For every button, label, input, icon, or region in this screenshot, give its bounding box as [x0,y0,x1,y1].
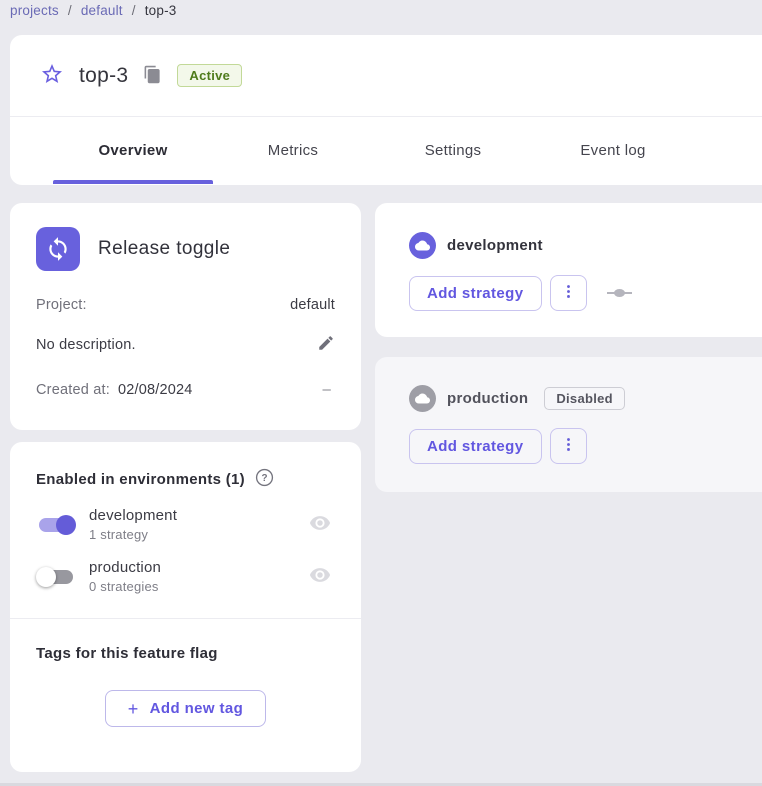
feature-type-card: Release toggle Project: default No descr… [10,203,361,430]
environment-strategy-count: 1 strategy [89,527,149,542]
description-row: No description. [36,334,335,355]
add-strategy-button[interactable]: Add strategy [409,275,542,311]
environments-card: Enabled in environments (1) ? developmen… [10,442,361,772]
breadcrumb-separator: / [67,3,72,18]
environment-panel-header: development [409,232,762,259]
environment-strategy-count: 0 strategies [89,579,159,594]
environment-toggle-development[interactable] [36,513,76,537]
project-value: default [290,297,335,313]
environment-row-development: development 1 strategy [36,507,335,542]
tab-bar: Overview Metrics Settings Event log [10,117,762,184]
tab-settings[interactable]: Settings [373,117,533,184]
pencil-icon [317,334,335,355]
add-strategy-button[interactable]: Add strategy [409,428,542,464]
more-vertical-icon [560,436,577,456]
project-row: Project: default [36,297,335,313]
environment-name: production [89,559,162,576]
environment-visibility-button[interactable] [309,512,331,537]
environment-panel-name: development [447,237,543,254]
breadcrumb-separator: / [131,3,136,18]
feature-title-row: top-3 Active [10,35,762,117]
feature-header-card: top-3 Active Overview Metrics Settings E… [10,35,762,185]
breadcrumb-link-projects[interactable]: projects [10,3,59,18]
eye-icon [309,512,331,537]
tab-metrics[interactable]: Metrics [213,117,373,184]
tab-event-log[interactable]: Event log [533,117,693,184]
status-badge: Active [177,64,243,87]
no-value-dash: – [322,381,331,398]
environment-name: development [89,507,178,524]
toggle-thumb [56,514,76,535]
breadcrumb-current: top-3 [144,3,177,18]
plus-icon: + [127,698,139,719]
release-toggle-icon [36,227,80,271]
environment-visibility-button[interactable] [309,564,331,589]
environments-heading: Enabled in environments (1) [36,470,245,488]
feature-type-label: Release toggle [98,238,231,259]
toggle-thumb [36,566,56,587]
edit-description-button[interactable] [317,334,335,355]
environment-cloud-icon [409,232,436,259]
environments-heading-row: Enabled in environments (1) ? [36,468,335,490]
feature-type-header: Release toggle [36,227,335,271]
environment-panel-name: production [447,390,529,407]
environment-row-production: production 0 strategies [36,559,335,594]
add-new-tag-button[interactable]: + Add new tag [104,690,267,727]
created-at-value: 02/08/2024 [117,381,193,398]
created-at-label: Created at: [36,381,110,398]
environment-panel-development: development Add strategy [375,203,762,337]
environment-menu-button[interactable] [549,275,587,311]
tab-overview[interactable]: Overview [53,117,213,184]
svg-text:?: ? [261,473,267,484]
project-label: Project: [36,297,87,313]
card-divider [10,618,361,619]
environment-toggle-production[interactable] [36,565,76,589]
add-new-tag-label: Add new tag [149,700,244,717]
environment-panel-production: production Disabled Add strategy [375,357,762,492]
environments-help-button[interactable]: ? [255,468,274,490]
environment-cloud-icon [409,385,436,412]
breadcrumb: projects / default / top-3 [10,3,177,18]
environment-panel-header: production Disabled [409,385,762,412]
environment-menu-button[interactable] [549,428,587,464]
copy-icon [143,65,162,87]
tags-heading: Tags for this feature flag [36,645,218,662]
strategy-connector-icon [606,287,632,299]
description-text: No description. [36,336,136,353]
star-icon [40,62,64,89]
more-vertical-icon [560,283,577,303]
bottom-edge-strip [0,783,762,786]
eye-icon [309,564,331,589]
created-at-row: Created at: 02/08/2024 – [36,381,335,398]
disabled-badge: Disabled [544,387,625,410]
breadcrumb-link-default[interactable]: default [80,3,123,18]
help-icon: ? [255,468,274,490]
page-title: top-3 [79,63,129,87]
favorite-star-button[interactable] [40,62,64,89]
copy-name-button[interactable] [143,65,162,87]
